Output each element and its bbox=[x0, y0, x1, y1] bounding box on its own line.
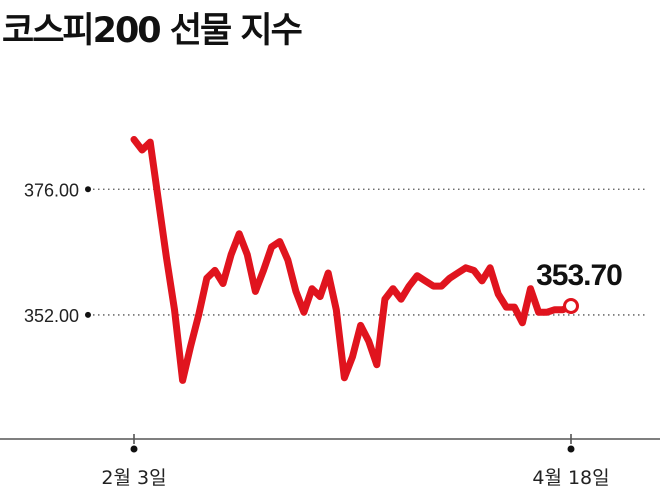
y-tick-dot bbox=[85, 311, 91, 318]
y-tick-label: 376.00 bbox=[24, 180, 79, 200]
chart-title: 코스피200 선물 지수 bbox=[2, 11, 303, 51]
x-tick-dot bbox=[567, 445, 575, 453]
y-tick-label: 352.00 bbox=[24, 306, 79, 326]
x-tick-label: 2월 3일 bbox=[101, 467, 166, 489]
end-marker-group: 353.70 bbox=[536, 259, 623, 315]
x-tick-label: 4월 18일 bbox=[532, 467, 609, 489]
series bbox=[130, 136, 575, 384]
y-tick-dot bbox=[85, 186, 91, 193]
series-line bbox=[130, 136, 575, 384]
last-value-label: 353.70 bbox=[536, 259, 622, 292]
end-point-marker bbox=[563, 298, 579, 315]
x-tick-dot bbox=[130, 445, 138, 453]
x-axis-ticks: 2월 3일 4월 18일 bbox=[101, 434, 610, 489]
y-axis-ticks: 376.00 352.00 bbox=[24, 180, 91, 326]
gridlines bbox=[88, 188, 648, 316]
